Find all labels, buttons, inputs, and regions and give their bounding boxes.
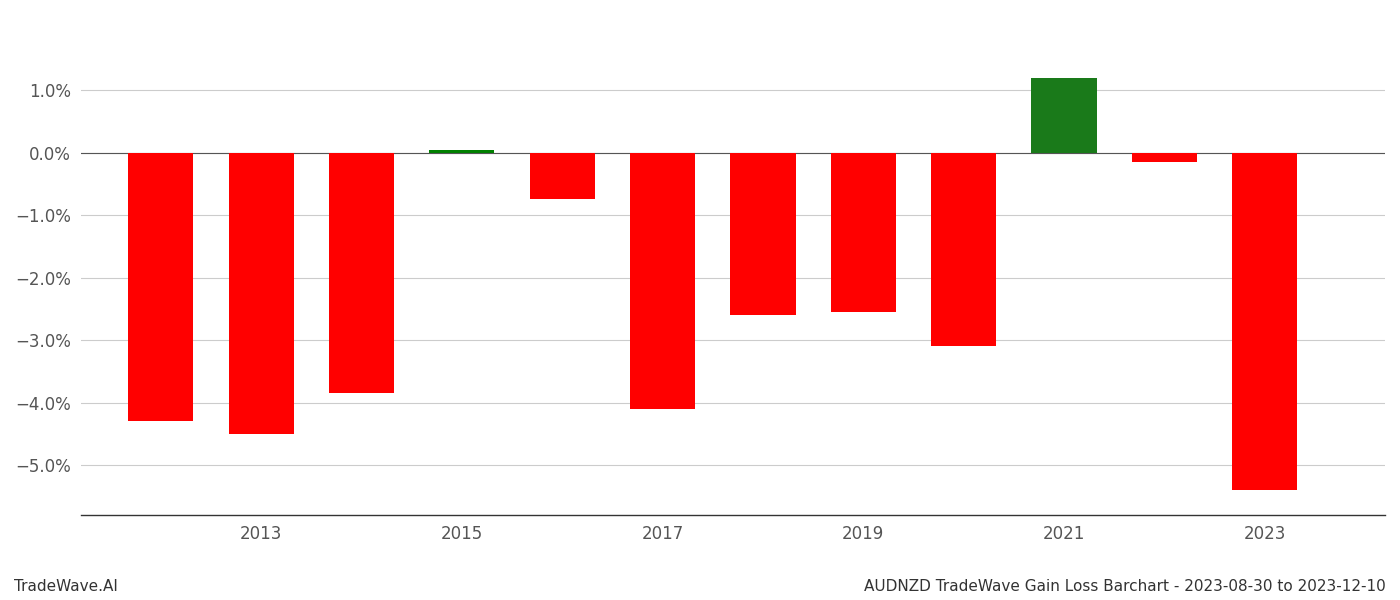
Bar bbox=[1232, 152, 1298, 490]
Bar bbox=[630, 152, 696, 409]
Bar bbox=[1131, 152, 1197, 162]
Bar bbox=[228, 152, 294, 434]
Bar bbox=[731, 152, 795, 315]
Bar bbox=[529, 152, 595, 199]
Bar bbox=[1032, 77, 1096, 152]
Bar bbox=[430, 150, 494, 152]
Bar bbox=[329, 152, 395, 394]
Bar bbox=[931, 152, 997, 346]
Bar bbox=[129, 152, 193, 421]
Bar bbox=[830, 152, 896, 312]
Text: AUDNZD TradeWave Gain Loss Barchart - 2023-08-30 to 2023-12-10: AUDNZD TradeWave Gain Loss Barchart - 20… bbox=[864, 579, 1386, 594]
Text: TradeWave.AI: TradeWave.AI bbox=[14, 579, 118, 594]
